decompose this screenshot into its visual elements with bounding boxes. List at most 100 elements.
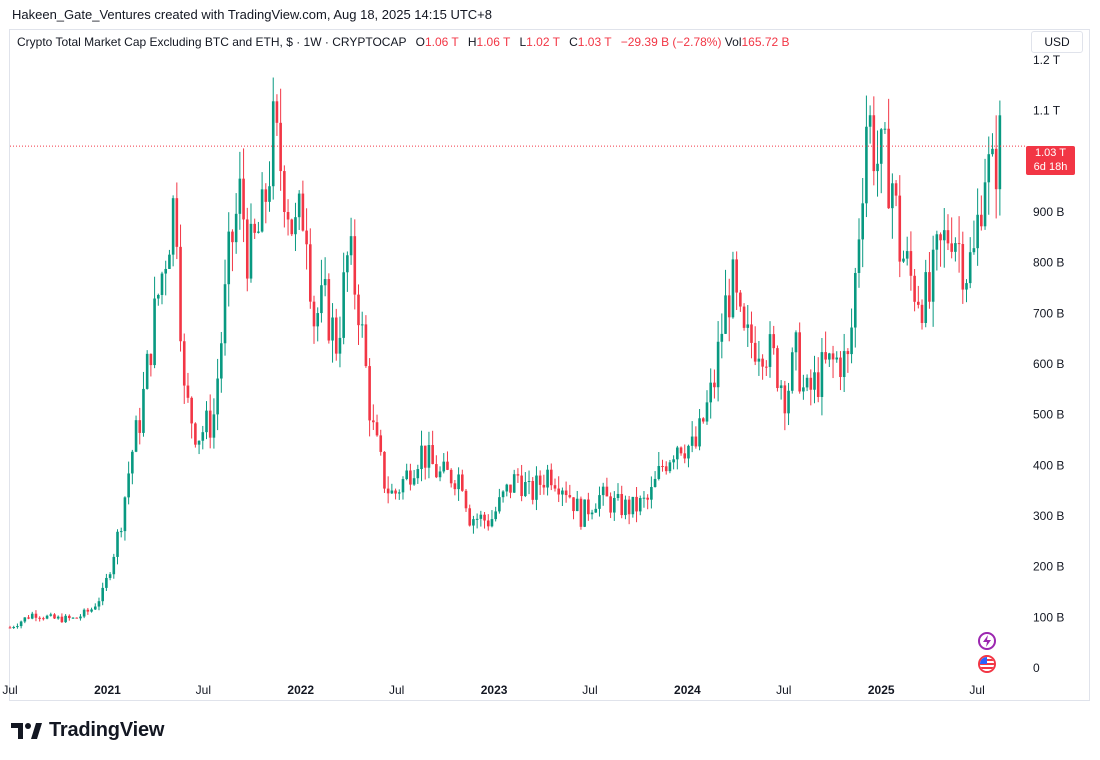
candle-up xyxy=(575,498,579,512)
candle-up xyxy=(968,252,972,284)
candle-up xyxy=(561,490,564,495)
candle-down xyxy=(568,495,572,498)
candle-up xyxy=(160,273,164,295)
candle-down xyxy=(661,466,664,468)
candle-up xyxy=(590,512,594,515)
candle-up xyxy=(501,491,505,498)
candle-down xyxy=(149,353,153,366)
candle-up xyxy=(401,479,405,493)
candle-up xyxy=(828,353,831,360)
candle-up xyxy=(64,615,67,623)
candle-up xyxy=(320,285,323,314)
currency-selector[interactable]: USD xyxy=(1031,31,1083,53)
candle-up xyxy=(216,378,219,415)
x-tick-label: 2022 xyxy=(287,683,314,697)
y-tick-label: 1.2 T xyxy=(1033,53,1061,67)
candle-down xyxy=(435,464,438,478)
candle-up xyxy=(861,203,865,240)
candlestick-chart[interactable]: 0 100 B 200 B 300 B 400 B 500 B 600 B 700 B 800 … xyxy=(0,0,1100,705)
candle-up xyxy=(105,577,108,588)
candle-up xyxy=(257,231,260,233)
candle-down xyxy=(831,353,835,360)
candle-down xyxy=(765,366,768,368)
symbol-description[interactable]: Crypto Total Market Cap Excluding BTC an… xyxy=(17,35,407,49)
candle-up xyxy=(123,497,127,532)
candle-up xyxy=(857,239,861,273)
candle-down xyxy=(587,499,590,515)
candle-down xyxy=(664,466,668,472)
candle-up xyxy=(223,284,227,344)
x-tick-label: 2023 xyxy=(481,683,508,697)
candle-up xyxy=(716,341,720,388)
candle-up xyxy=(638,498,642,512)
candle-down xyxy=(894,183,898,196)
candle-up xyxy=(613,497,616,513)
candle-up xyxy=(954,243,957,252)
candle-down xyxy=(549,469,553,486)
candle-down xyxy=(538,475,542,485)
current-price-value: 1.03 T xyxy=(1035,147,1066,159)
candle-down xyxy=(453,483,457,490)
candle-up xyxy=(905,251,909,259)
candle-up xyxy=(650,487,653,500)
lightning-icon[interactable] xyxy=(978,632,996,650)
x-tick-label: 2021 xyxy=(94,683,121,697)
x-tick-label: 2025 xyxy=(868,683,895,697)
candle-up xyxy=(116,531,119,557)
candle-down xyxy=(53,614,56,619)
candle-up xyxy=(868,115,872,127)
y-tick-label: 600 B xyxy=(1033,357,1064,371)
candle-down xyxy=(928,272,931,302)
candle-up xyxy=(420,445,423,470)
candle-up xyxy=(498,497,501,512)
candle-down xyxy=(431,445,434,465)
candle-down xyxy=(920,304,924,323)
candle-up xyxy=(494,511,497,520)
candle-down xyxy=(627,499,631,515)
candle-up xyxy=(294,217,297,235)
candle-up xyxy=(512,474,516,493)
candle-up xyxy=(965,283,968,290)
candle-up xyxy=(998,115,1002,190)
candle-up xyxy=(127,473,130,498)
candle-up xyxy=(850,327,853,355)
candle-up xyxy=(360,324,364,326)
candle-down xyxy=(138,420,142,433)
change-value: −29.39 B (−2.78%) xyxy=(620,35,722,49)
candle-down xyxy=(798,332,801,392)
candle-up xyxy=(30,613,34,619)
candle-down xyxy=(245,219,249,279)
candle-up xyxy=(835,357,839,360)
tradingview-brand[interactable]: TradingView xyxy=(11,719,164,742)
candle-up xyxy=(720,333,724,342)
candle-up xyxy=(49,614,53,616)
candle-up xyxy=(457,474,460,490)
candle-down xyxy=(605,486,609,497)
candle-up xyxy=(794,332,798,353)
candle-down xyxy=(553,485,557,489)
candle-down xyxy=(620,493,624,516)
x-tick-label: Jul xyxy=(2,683,17,697)
candle-down xyxy=(446,461,449,470)
candle-down xyxy=(27,617,30,619)
candle-up xyxy=(479,514,483,519)
candle-down xyxy=(68,615,71,619)
candle-up xyxy=(942,230,946,241)
y-tick-label: 0 xyxy=(1033,661,1040,675)
candle-up xyxy=(45,615,49,619)
low-label: L xyxy=(519,35,527,49)
candle-up xyxy=(802,387,805,392)
candle-up xyxy=(631,496,635,515)
candle-up xyxy=(583,499,586,527)
candle-up xyxy=(238,178,242,214)
candle-up xyxy=(405,470,408,480)
candle-down xyxy=(409,470,412,485)
candle-down xyxy=(334,317,338,354)
candle-down xyxy=(872,115,876,172)
candle-up xyxy=(687,445,690,459)
candle-down xyxy=(839,357,842,378)
candle-down xyxy=(772,334,776,349)
us-flag-icon[interactable] xyxy=(978,655,996,673)
candle-up xyxy=(19,621,23,627)
candle-up xyxy=(168,254,171,269)
